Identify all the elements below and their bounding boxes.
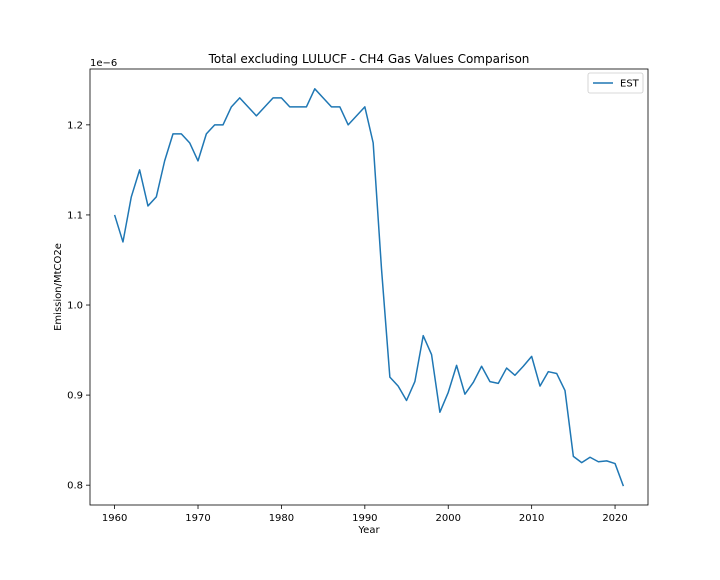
plot-lines	[113, 88, 625, 487]
y-axis-label: Emission/MtCO2e	[53, 243, 64, 331]
y-tick-label: 1.0	[67, 301, 83, 312]
series-line-est	[113, 88, 625, 487]
x-tick-label: 1970	[185, 513, 210, 524]
legend: EST	[587, 72, 644, 94]
x-axis-label: Year	[357, 525, 380, 536]
legend-box	[587, 72, 644, 94]
x-axis: 1960 1970 1980 1990 2000 2010 2020	[102, 505, 628, 524]
x-tick-label: 2020	[602, 513, 627, 524]
y-tick-label: 0.8	[67, 481, 83, 492]
y-tick-label: 1.2	[67, 120, 83, 131]
legend-label: EST	[620, 79, 640, 90]
chart-title: Total excluding LULUCF - CH4 Gas Values …	[208, 52, 530, 66]
y-tick-label: 1.1	[67, 210, 83, 221]
plot-frame	[89, 68, 649, 506]
x-tick-label: 2000	[436, 513, 461, 524]
y-tick-label: 0.9	[67, 391, 83, 402]
y-axis: 0.8 0.9 1.0 1.1 1.2	[67, 120, 90, 492]
y-offset-label: 1e−6	[90, 58, 117, 69]
x-tick-label: 1980	[269, 513, 294, 524]
x-tick-label: 2010	[519, 513, 544, 524]
x-tick-label: 1990	[352, 513, 377, 524]
x-tick-label: 1960	[102, 513, 127, 524]
